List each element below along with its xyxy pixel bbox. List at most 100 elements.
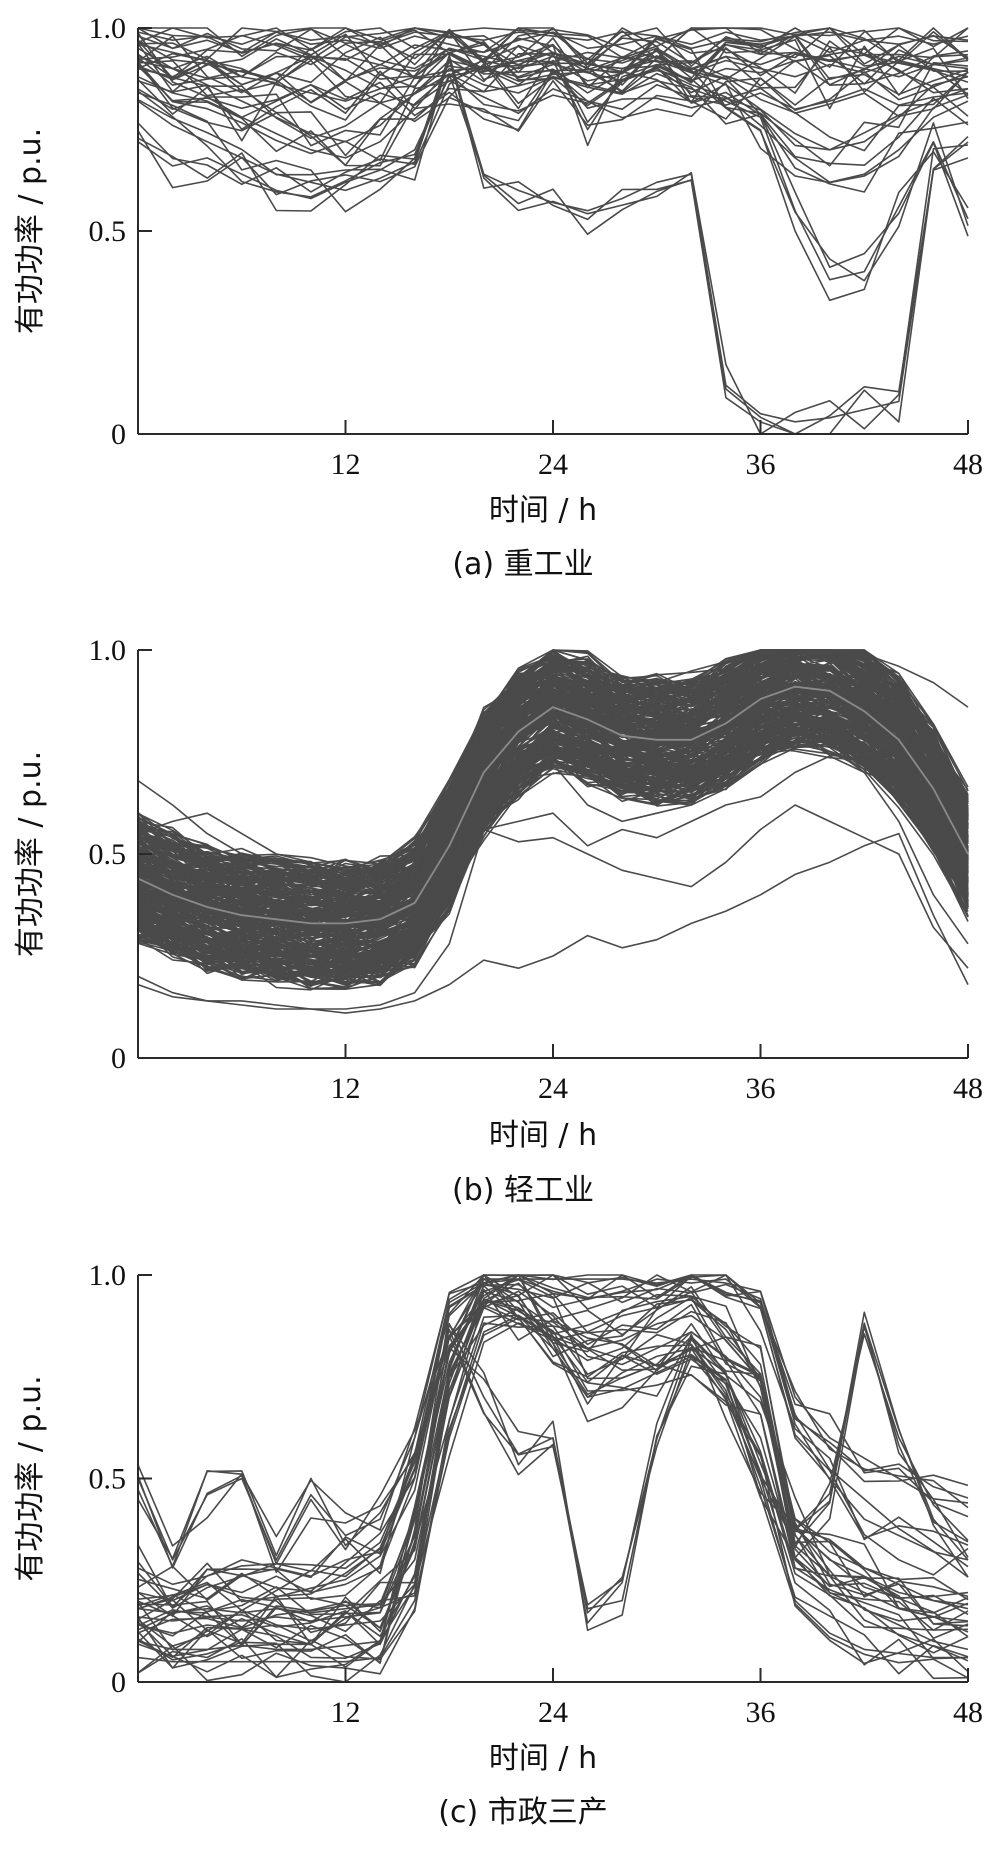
y-tick-label: 0.5 bbox=[89, 1463, 127, 1496]
series-line-36 bbox=[137, 1293, 969, 1647]
series-line-26 bbox=[137, 1274, 969, 1560]
x-tick-label: 24 bbox=[538, 1072, 568, 1105]
x-tick-label: 48 bbox=[953, 1696, 983, 1729]
series-line-18 bbox=[137, 1274, 969, 1574]
series-line-264 bbox=[137, 722, 969, 956]
series-line-25 bbox=[137, 73, 969, 435]
x-axis-title: 时间 / h bbox=[489, 1741, 597, 1776]
x-tick-label: 12 bbox=[331, 1072, 361, 1105]
series-line-21 bbox=[137, 27, 969, 72]
series-line-10 bbox=[137, 1274, 969, 1568]
series-line-34 bbox=[137, 36, 969, 193]
series-line-279 bbox=[137, 692, 969, 933]
series-line-37 bbox=[137, 47, 969, 166]
series-line-283 bbox=[137, 649, 969, 889]
series-line-274 bbox=[137, 702, 969, 948]
outlier-line-4 bbox=[137, 653, 969, 888]
y-axis-title: 有功功率 / p.u. bbox=[13, 751, 48, 957]
outlier-line-2 bbox=[137, 738, 969, 896]
series-line-19 bbox=[137, 1324, 969, 1632]
outlier-line-3 bbox=[137, 755, 969, 1010]
series-line-30 bbox=[137, 28, 969, 93]
series-line-266 bbox=[137, 697, 969, 951]
panel-caption: (b) 轻工业 bbox=[452, 1173, 594, 1208]
series-line-38 bbox=[137, 1274, 969, 1608]
series-line-297 bbox=[137, 688, 969, 926]
mean-line bbox=[137, 685, 969, 925]
series-line-22 bbox=[137, 65, 969, 131]
axes: 12 24 36 48 0 0.5 1.0 bbox=[89, 12, 984, 481]
panel-caption: (a) 重工业 bbox=[452, 547, 593, 582]
series-line-17 bbox=[137, 32, 969, 184]
series-group bbox=[137, 1274, 969, 1683]
x-tick-label: 12 bbox=[331, 448, 361, 481]
panel-b: 12 24 36 48 0 0.5 1.0 时间 / h 有功功率 / p.u. (b) 轻工业 bbox=[13, 634, 983, 1208]
series-line-37 bbox=[137, 1317, 969, 1679]
series-line-299 bbox=[137, 701, 969, 948]
series-line-39 bbox=[137, 27, 969, 65]
panel-a: 12 24 36 48 0 0.5 1.0 时间 / h 有功功率 / p.u. (a) 重工业 bbox=[13, 12, 983, 582]
y-tick-label: 0 bbox=[111, 1666, 126, 1699]
series-line-294 bbox=[137, 649, 969, 890]
series-group bbox=[137, 649, 969, 1014]
x-tick-label: 12 bbox=[331, 1696, 361, 1729]
series-line-31 bbox=[137, 1296, 969, 1646]
series-line-231 bbox=[137, 720, 969, 962]
x-tick-label: 48 bbox=[953, 1072, 983, 1105]
series-line-32 bbox=[137, 1279, 969, 1634]
series-line-286 bbox=[137, 664, 969, 917]
y-tick-label: 0.5 bbox=[89, 838, 127, 871]
series-line-33 bbox=[137, 38, 969, 147]
series-line-292 bbox=[137, 708, 969, 955]
series-line-35 bbox=[137, 1322, 969, 1624]
x-tick-label: 24 bbox=[538, 448, 568, 481]
axes: 12 24 36 48 0 0.5 1.0 bbox=[89, 1259, 984, 1729]
series-line-268 bbox=[137, 667, 969, 917]
series-line-235 bbox=[137, 674, 969, 927]
y-tick-label: 0 bbox=[111, 418, 126, 451]
series-line-291 bbox=[137, 663, 969, 911]
series-line-298 bbox=[137, 728, 969, 987]
x-axis-title: 时间 / h bbox=[489, 493, 597, 528]
series-line-3 bbox=[137, 1323, 969, 1610]
x-tick-label: 24 bbox=[538, 1696, 568, 1729]
series-line-33 bbox=[137, 1274, 969, 1669]
y-tick-label: 1.0 bbox=[89, 12, 127, 45]
series-line-24 bbox=[137, 1274, 969, 1631]
axes: 12 24 36 48 0 0.5 1.0 bbox=[89, 634, 984, 1105]
series-line-36 bbox=[137, 57, 969, 302]
series-line-12 bbox=[137, 70, 969, 132]
panel-c: 12 24 36 48 0 0.5 1.0 时间 / h 有功功率 / p.u. (c) 市政三产 bbox=[13, 1259, 983, 1830]
y-tick-label: 1.0 bbox=[89, 634, 127, 667]
outlier-line-0 bbox=[137, 832, 969, 1014]
x-tick-label: 48 bbox=[953, 448, 983, 481]
x-tick-label: 36 bbox=[746, 1696, 776, 1729]
y-tick-label: 0.5 bbox=[89, 215, 127, 248]
outlier-line-1 bbox=[137, 804, 969, 978]
series-line-23 bbox=[137, 1285, 969, 1634]
series-line-284 bbox=[137, 672, 969, 906]
series-line-295 bbox=[137, 727, 969, 979]
x-axis-title: 时间 / h bbox=[489, 1118, 597, 1153]
series-line-38 bbox=[137, 30, 969, 151]
panel-caption: (c) 市政三产 bbox=[438, 1795, 607, 1830]
series-line-5 bbox=[137, 1314, 968, 1663]
series-line-27 bbox=[137, 1311, 969, 1612]
y-tick-label: 1.0 bbox=[89, 1259, 127, 1292]
series-line-256 bbox=[137, 649, 969, 886]
series-line-31 bbox=[137, 27, 969, 69]
series-line-35 bbox=[137, 54, 969, 435]
x-tick-label: 36 bbox=[746, 448, 776, 481]
series-group bbox=[137, 27, 969, 435]
y-tick-label: 0 bbox=[111, 1042, 126, 1075]
series-line-16 bbox=[137, 61, 969, 282]
series-line-5 bbox=[137, 59, 969, 423]
series-line-276 bbox=[137, 661, 969, 910]
series-line-2 bbox=[137, 80, 969, 119]
series-line-14 bbox=[137, 43, 969, 212]
y-axis-title: 有功功率 / p.u. bbox=[13, 1375, 48, 1581]
series-line-15 bbox=[137, 56, 969, 435]
y-axis-title: 有功功率 / p.u. bbox=[13, 128, 48, 334]
